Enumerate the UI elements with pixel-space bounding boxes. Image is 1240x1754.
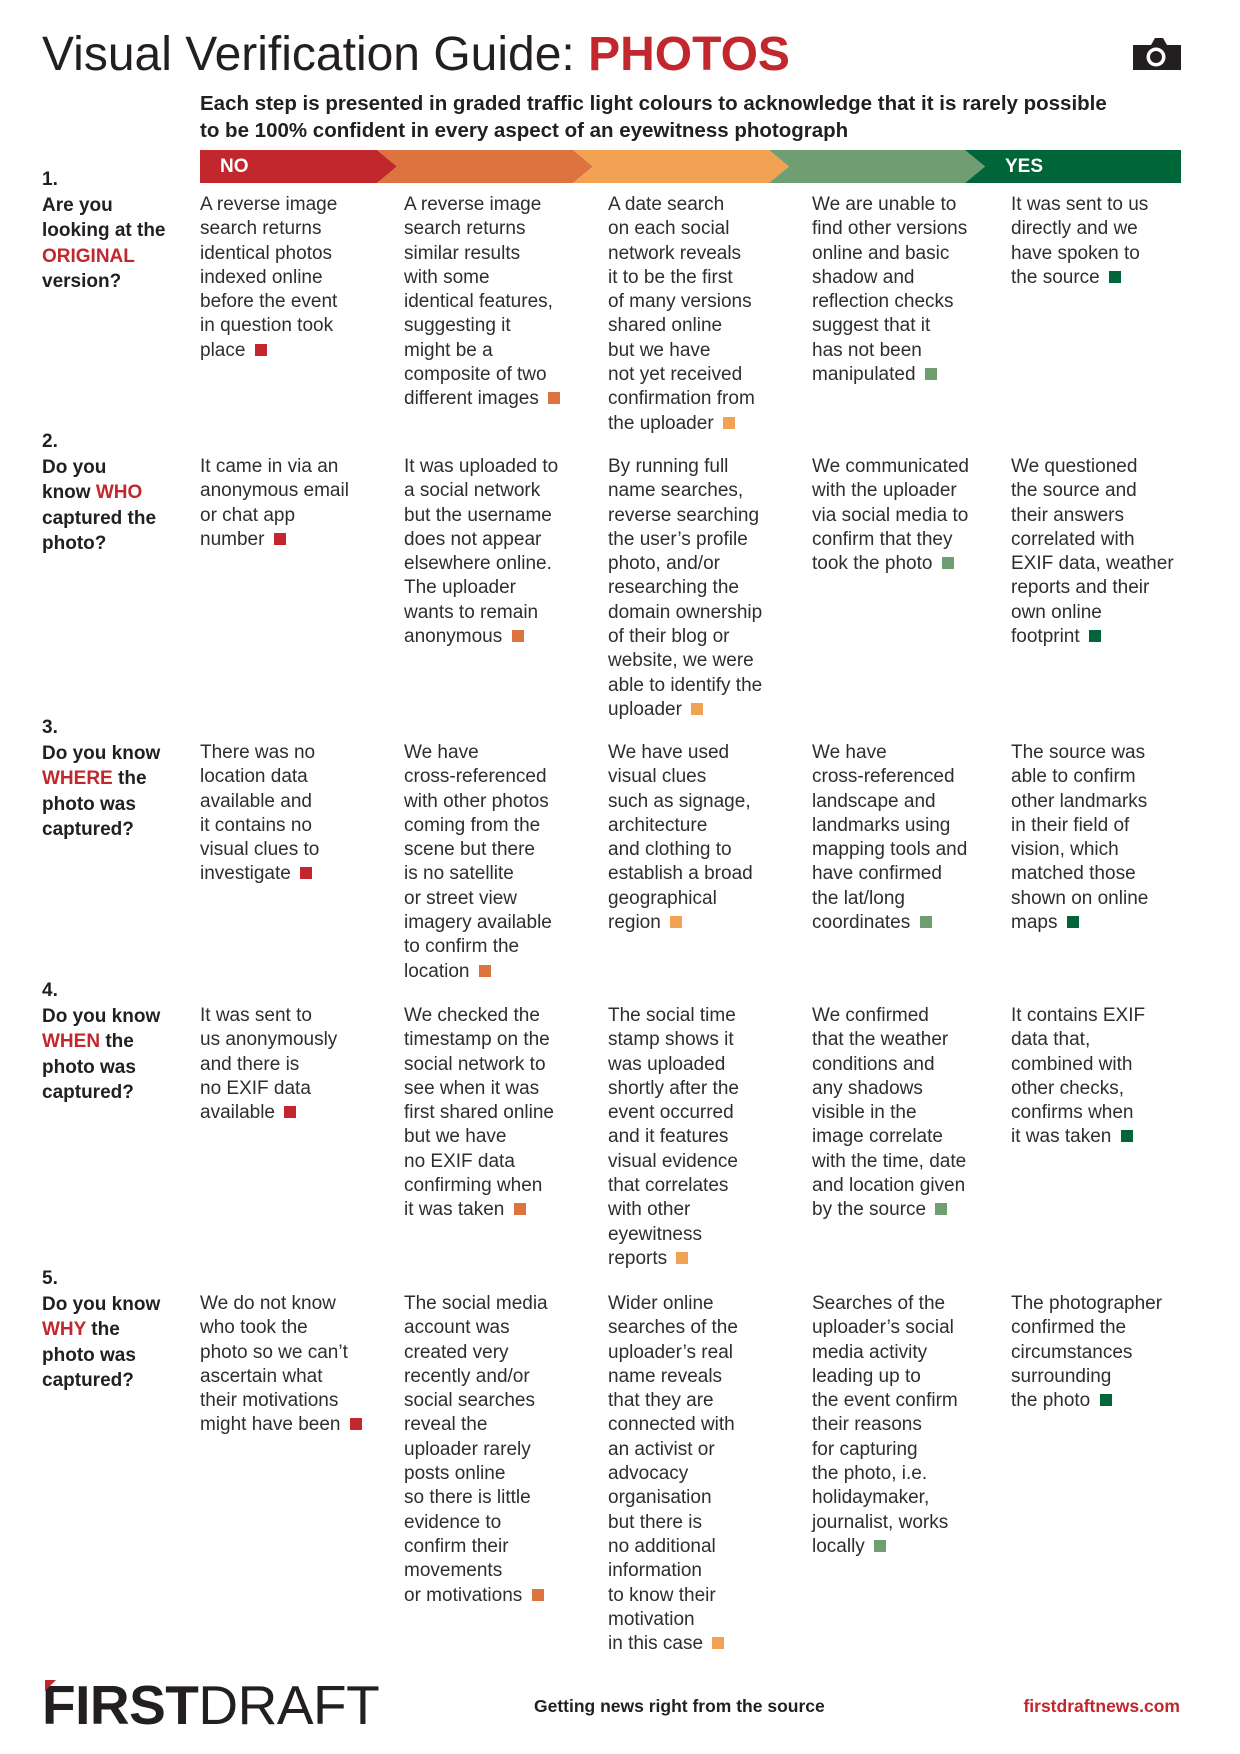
svg-text:YES: YES [1005,156,1043,177]
svg-text:NO: NO [220,156,249,177]
